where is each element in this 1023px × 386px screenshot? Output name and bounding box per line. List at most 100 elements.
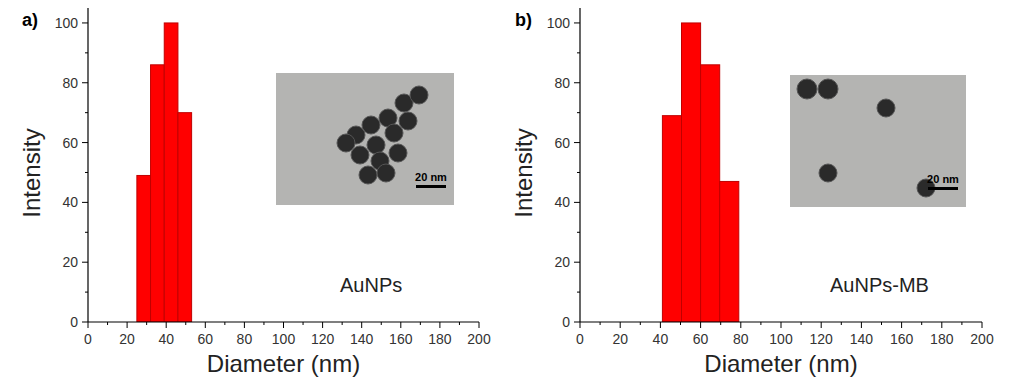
scale-bar-label: 20 nm bbox=[927, 173, 959, 185]
nanoparticle bbox=[359, 166, 377, 184]
y-tick bbox=[574, 22, 580, 23]
panel-label: b) bbox=[515, 10, 532, 30]
x-tick-label: 0 bbox=[84, 331, 92, 347]
x-tick-label: 180 bbox=[930, 331, 954, 347]
y-tick bbox=[574, 322, 580, 323]
x-axis-label: Diameter (nm) bbox=[704, 350, 857, 377]
x-tick bbox=[700, 322, 701, 328]
nanoparticle bbox=[399, 112, 417, 130]
x-tick bbox=[781, 322, 782, 328]
x-minor-tick bbox=[961, 322, 962, 325]
nanoparticle bbox=[797, 79, 817, 99]
figure: 020406080100120140160180200020406080100D… bbox=[0, 0, 1023, 386]
x-minor-tick bbox=[420, 322, 421, 325]
nanoparticle bbox=[351, 146, 369, 164]
y-tick bbox=[574, 142, 580, 143]
inset-background bbox=[276, 73, 454, 205]
x-tick-label: 140 bbox=[350, 331, 374, 347]
x-tick bbox=[620, 322, 621, 328]
y-minor-tick bbox=[577, 52, 580, 53]
tem-inset: 20 nm bbox=[790, 75, 966, 207]
bar bbox=[137, 175, 151, 322]
y-axis bbox=[87, 8, 88, 322]
x-minor-tick bbox=[640, 322, 641, 325]
bar bbox=[662, 116, 681, 322]
nanoparticle bbox=[818, 79, 838, 99]
x-tick bbox=[205, 322, 206, 328]
x-minor-tick bbox=[760, 322, 761, 325]
panel: 020406080100120140160180200020406080100D… bbox=[18, 8, 491, 377]
y-tick-label: 80 bbox=[554, 75, 570, 91]
y-minor-tick bbox=[85, 232, 88, 233]
x-tick bbox=[660, 322, 661, 328]
y-tick bbox=[82, 322, 88, 323]
y-tick-label: 40 bbox=[554, 194, 570, 210]
bars bbox=[662, 23, 738, 322]
x-tick-label: 40 bbox=[653, 331, 669, 347]
x-tick bbox=[821, 322, 822, 328]
x-minor-tick bbox=[600, 322, 601, 325]
x-tick bbox=[166, 322, 167, 328]
y-axis-label: Intensity bbox=[18, 128, 45, 217]
y-tick-label: 0 bbox=[562, 314, 570, 330]
panel-label: a) bbox=[22, 10, 38, 30]
x-minor-tick bbox=[185, 322, 186, 325]
nanoparticle bbox=[362, 116, 380, 134]
x-minor-tick bbox=[881, 322, 882, 325]
x-minor-tick bbox=[342, 322, 343, 325]
x-tick bbox=[941, 322, 942, 328]
x-tick-label: 60 bbox=[198, 331, 214, 347]
x-tick-label: 80 bbox=[733, 331, 749, 347]
y-tick-label: 20 bbox=[554, 254, 570, 270]
x-tick-label: 140 bbox=[850, 331, 874, 347]
annotation: AuNPs-MB bbox=[830, 274, 929, 296]
nanoparticle bbox=[819, 164, 837, 182]
x-tick-label: 40 bbox=[158, 331, 174, 347]
x-tick bbox=[283, 322, 284, 328]
x-minor-tick bbox=[680, 322, 681, 325]
x-minor-tick bbox=[720, 322, 721, 325]
y-minor-tick bbox=[577, 292, 580, 293]
y-axis-label: Intensity bbox=[510, 128, 537, 217]
x-tick-label: 20 bbox=[612, 331, 628, 347]
y-tick-label: 100 bbox=[55, 15, 79, 31]
x-tick bbox=[361, 322, 362, 328]
x-tick-label: 80 bbox=[237, 331, 253, 347]
x-tick-label: 0 bbox=[576, 331, 584, 347]
nanoparticle bbox=[377, 164, 395, 182]
y-minor-tick bbox=[85, 292, 88, 293]
x-tick bbox=[244, 322, 245, 328]
y-axis bbox=[579, 8, 580, 322]
x-minor-tick bbox=[303, 322, 304, 325]
nanoparticle bbox=[337, 134, 355, 152]
bar bbox=[720, 181, 739, 322]
x-tick bbox=[400, 322, 401, 328]
x-tick-label: 200 bbox=[970, 331, 994, 347]
x-tick bbox=[861, 322, 862, 328]
x-tick bbox=[901, 322, 902, 328]
x-minor-tick bbox=[224, 322, 225, 325]
tem-inset: 20 nm bbox=[276, 73, 454, 205]
x-tick-label: 160 bbox=[890, 331, 914, 347]
x-minor-tick bbox=[841, 322, 842, 325]
panel: 020406080100120140160180200020406080100D… bbox=[510, 8, 994, 377]
y-minor-tick bbox=[85, 52, 88, 53]
y-tick-label: 80 bbox=[62, 75, 78, 91]
bar bbox=[701, 65, 720, 322]
x-tick-label: 120 bbox=[810, 331, 834, 347]
bar bbox=[178, 113, 192, 322]
y-tick bbox=[574, 262, 580, 263]
y-tick bbox=[574, 202, 580, 203]
x-tick bbox=[439, 322, 440, 328]
x-tick-label: 60 bbox=[693, 331, 709, 347]
y-minor-tick bbox=[577, 232, 580, 233]
x-tick bbox=[740, 322, 741, 328]
bars bbox=[137, 23, 192, 322]
x-minor-tick bbox=[107, 322, 108, 325]
x-tick bbox=[88, 322, 89, 328]
x-tick bbox=[479, 322, 480, 328]
x-tick bbox=[982, 322, 983, 328]
x-minor-tick bbox=[921, 322, 922, 325]
x-tick bbox=[127, 322, 128, 328]
scale-bar-label: 20 nm bbox=[415, 171, 447, 183]
